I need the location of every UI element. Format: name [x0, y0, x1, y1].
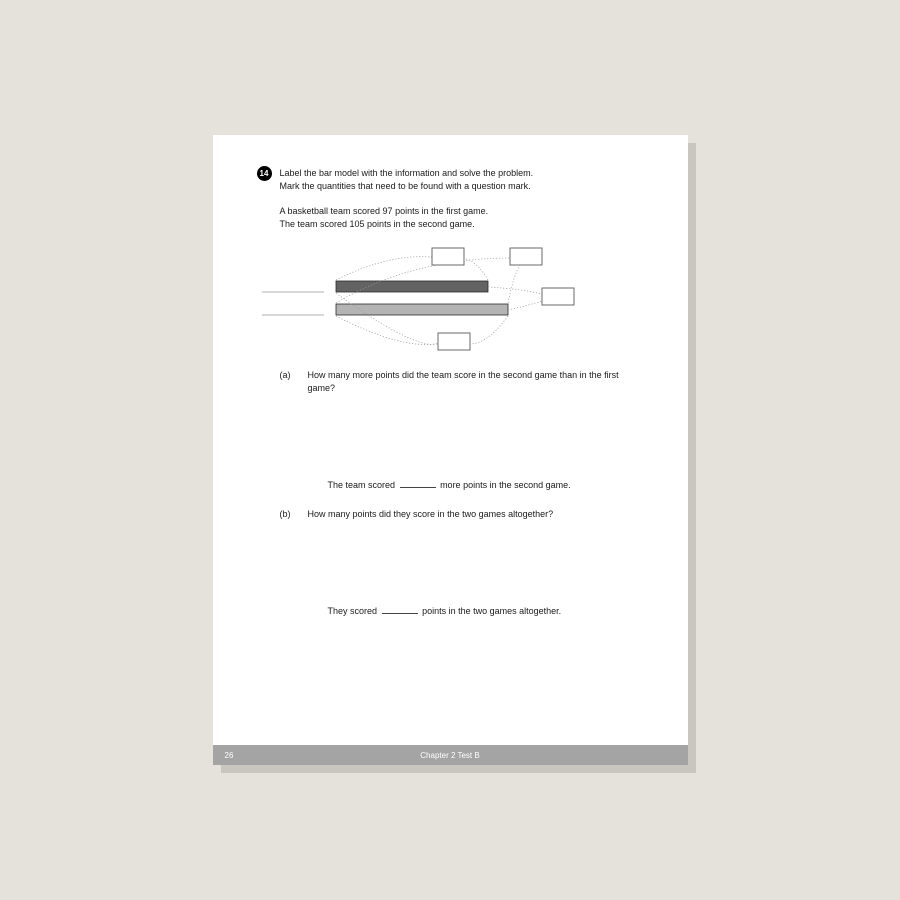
question-body: Label the bar model with the information… [280, 167, 648, 624]
page-shadow: 14 Label the bar model with the informat… [213, 135, 688, 765]
blank-fill-a[interactable] [400, 487, 436, 488]
question-number-badge: 14 [257, 166, 272, 181]
bar-model-diagram [254, 241, 648, 361]
part-a-answer-line: The team scored more points in the secon… [308, 479, 648, 492]
part-b-prompt: How many points did they score in the tw… [308, 508, 648, 521]
part-b-body: How many points did they score in the tw… [308, 508, 648, 618]
question-row: 14 Label the bar model with the informat… [257, 167, 648, 624]
context-line-2: The team scored 105 points in the second… [280, 218, 648, 231]
part-a-label: (a) [280, 369, 300, 492]
question-parts: (a) How many more points did the team sc… [280, 369, 648, 618]
part-a: (a) How many more points did the team sc… [280, 369, 648, 492]
part-b-answer-prefix: They scored [328, 606, 378, 616]
part-b-answer-suffix: points in the two games altogether. [422, 606, 561, 616]
part-b: (b) How many points did they score in th… [280, 508, 648, 618]
worksheet-page: 14 Label the bar model with the informat… [213, 135, 688, 765]
footer-title: Chapter 2 Test B [213, 751, 688, 760]
part-b-label: (b) [280, 508, 300, 618]
page-footer: 26 Chapter 2 Test B [213, 745, 688, 765]
instruction-line-2: Mark the quantities that need to be foun… [280, 180, 648, 193]
bar-model-svg [254, 241, 644, 361]
part-a-prompt: How many more points did the team score … [308, 369, 648, 395]
part-a-answer-suffix: more points in the second game. [440, 480, 571, 490]
question-number: 14 [260, 169, 269, 178]
page-content: 14 Label the bar model with the informat… [213, 135, 688, 745]
part-a-body: How many more points did the team score … [308, 369, 648, 492]
part-b-answer-line: They scored points in the two games alto… [308, 605, 648, 618]
part-a-answer-prefix: The team scored [328, 480, 396, 490]
instruction-line-1: Label the bar model with the information… [280, 167, 648, 180]
context-line-1: A basketball team scored 97 points in th… [280, 205, 648, 218]
blank-fill-b[interactable] [382, 613, 418, 614]
